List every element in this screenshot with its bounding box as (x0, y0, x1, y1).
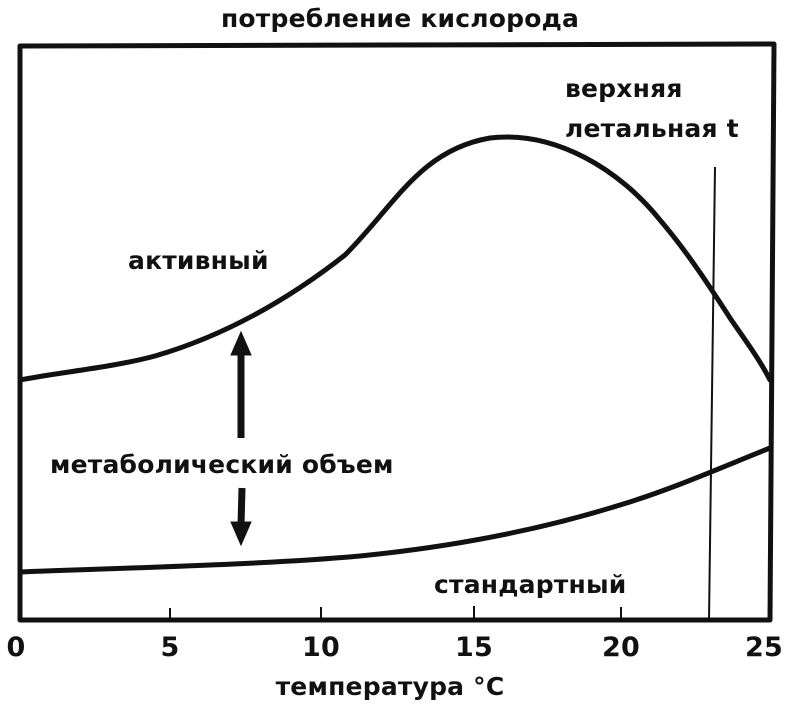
x-tick-15: 15 (455, 632, 493, 663)
lethal-label-line1: верхняя (565, 74, 683, 103)
axis-frame (17, 41, 777, 623)
active-curve (17, 134, 773, 383)
standard-label: стандартный (434, 570, 627, 599)
standard-curve (17, 445, 773, 575)
x-tick-0: 0 (6, 632, 26, 663)
x-ticks (169, 606, 622, 620)
active-label: активный (128, 246, 269, 275)
x-tick-25: 25 (745, 632, 783, 663)
chart-title: потребление кислорода (220, 4, 580, 33)
metabolic-scope-arrow (230, 330, 252, 547)
x-tick-10: 10 (302, 632, 340, 663)
lethal-temperature-line (708, 166, 716, 621)
x-tick-5: 5 (160, 632, 180, 663)
metabolic-scope-label: метаболический объем (50, 450, 394, 479)
lethal-label-line2: летальная t (565, 114, 739, 143)
x-tick-20: 20 (602, 632, 640, 663)
x-axis-label: температура °C (275, 672, 505, 701)
